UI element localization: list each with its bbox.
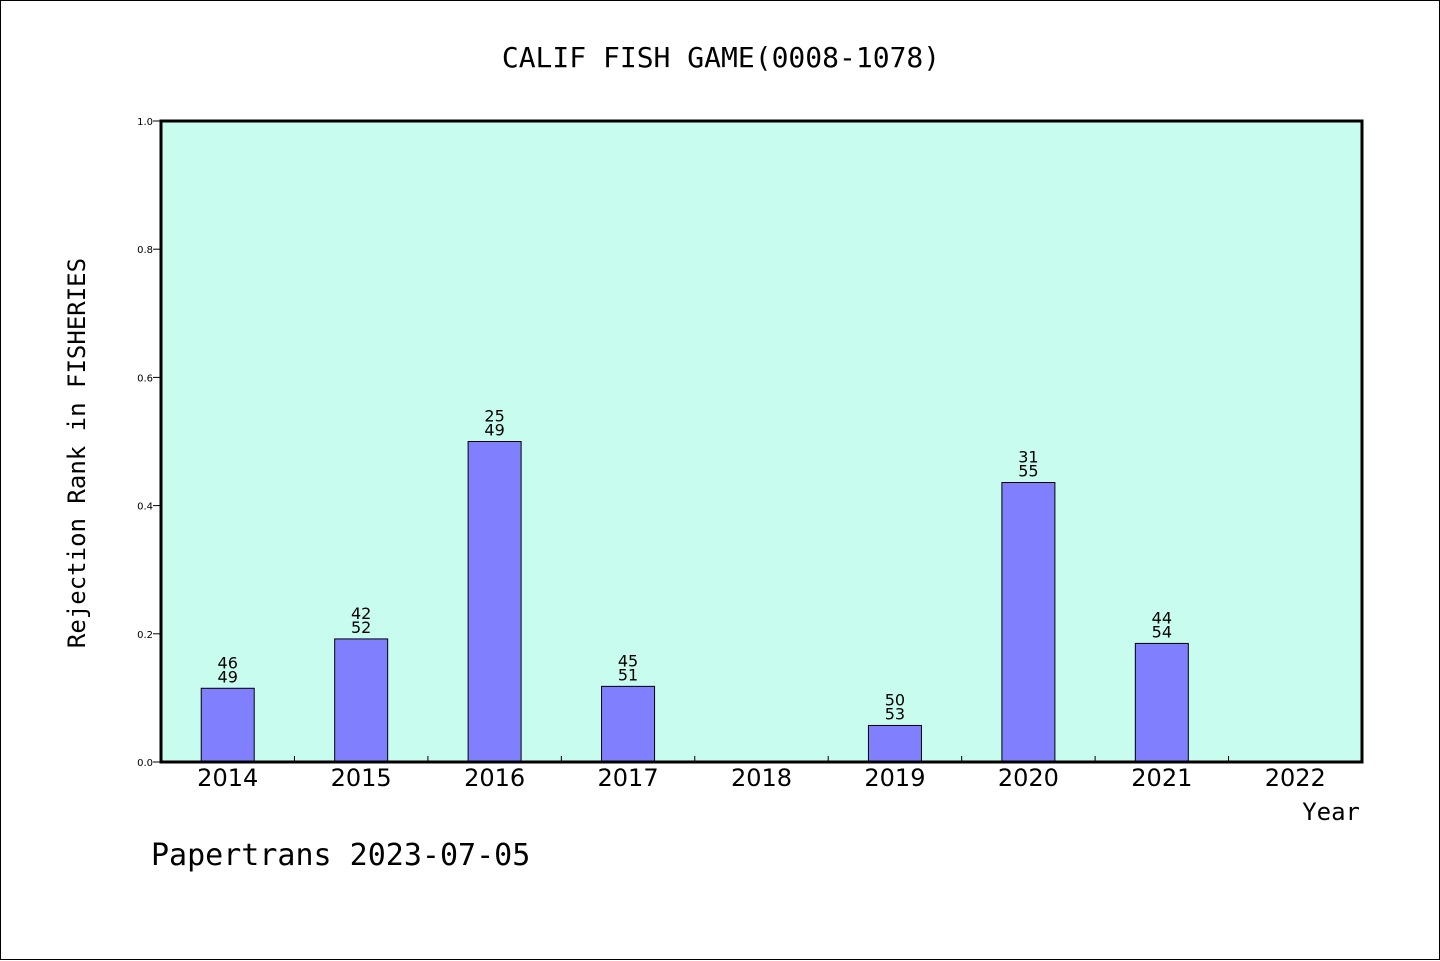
bar-2020 [1001,482,1056,763]
bar-label-bottom: 54 [1152,622,1172,641]
bar-label-top: 31 [1018,448,1038,467]
y-tick-label: 0.4 [137,502,153,513]
y-tick-label: 0.8 [137,245,153,256]
bar-label-bottom: 53 [885,704,905,723]
footer-text: Papertrans 2023-07-05 [151,838,530,873]
plot-border [159,119,1364,764]
y-tick-label: 1.0 [137,117,153,128]
bar-2021 [1134,642,1189,763]
x-tick-label: 2014 [197,764,258,792]
x-tick-label: 2018 [731,764,792,792]
bar-label-top: 44 [1152,608,1172,627]
bar-label-bottom: 52 [351,618,371,637]
bar-2014 [200,687,255,763]
x-tick-label: 2015 [331,764,392,792]
x-axis: 2014 2015 2016 2017 2018 2019 2020 2021 2022 [197,756,1326,792]
bar-label-top: 50 [885,690,905,709]
x-tick-label: 2019 [864,764,925,792]
x-tick-label: 2021 [1131,764,1192,792]
bar-2016 [467,441,522,763]
bar-label-top: 45 [618,651,638,670]
y-axis: 0.0 0.2 0.4 0.6 0.8 1.0 [137,117,161,769]
x-tick-label: 2016 [464,764,525,792]
bar-2019 [867,724,922,763]
y-tick-label: 0.6 [137,373,153,384]
y-tick-label: 0.2 [137,630,153,641]
bar-label-bottom: 49 [218,667,238,686]
y-axis-label: Rejection Rank in FISHERIES [63,258,91,648]
bar-label-bottom: 51 [618,665,638,684]
bar-label-top: 42 [351,604,371,623]
bar-label-top: 46 [218,653,238,672]
x-axis-label: Year [1302,798,1360,826]
bar-label-bottom: 55 [1018,462,1038,481]
bar-2015 [334,638,389,763]
chart-title: CALIF FISH GAME(0008-1078) [502,41,940,74]
bar-label-top: 25 [484,407,504,426]
y-tick-label: 0.0 [137,758,153,769]
x-tick-label: 2017 [598,764,659,792]
bar-label-bottom: 49 [484,421,504,440]
bar-2017 [601,685,656,763]
x-tick-label: 2022 [1265,764,1326,792]
x-tick-label: 2020 [998,764,1059,792]
